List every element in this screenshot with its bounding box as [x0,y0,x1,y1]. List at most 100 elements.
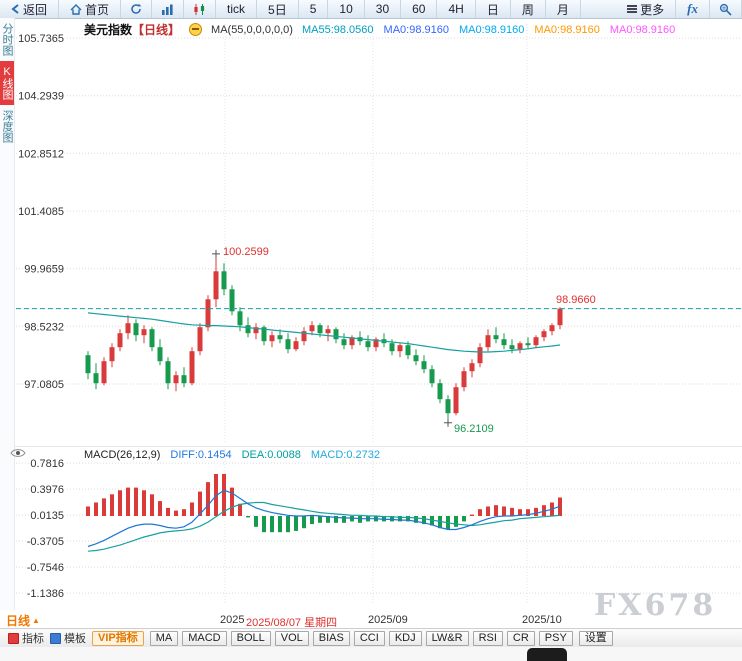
indicator-button-cr[interactable]: CR [506,630,535,646]
indicator-button-lw&r[interactable]: LW&R [425,630,469,646]
y-axis-label: 104.2939 [18,91,64,103]
indicator-button-vol[interactable]: VOL [274,630,309,646]
indicator-button-cci[interactable]: CCI [353,630,385,646]
candle-body [125,323,131,334]
y-axis-label: 97.0805 [24,379,64,391]
top-toolbar: 返回 首页 tick 5日 5 10 30 60 4H 日周月 更多 fx [0,0,742,19]
candle-body [133,323,139,336]
indicator-button-kdj[interactable]: KDJ [388,630,422,646]
period-button-周[interactable]: 周 [511,0,546,18]
candle-body [389,343,395,352]
candle-body [229,289,235,312]
macd-chart-canvas[interactable]: 0.7816 0.3976 0.0135 -0.3705 -0.7546 -1.1386 [0,447,742,610]
indicator-button-bias[interactable]: BIAS [312,630,350,646]
taskbar-peek[interactable] [527,648,567,661]
candle-body [445,399,451,414]
ma-value: MA0:98.9160 [458,23,525,36]
candle-chart-button[interactable] [184,0,217,18]
period-button-日[interactable]: 日 [476,0,511,18]
candle-body [517,343,523,350]
bar-chart-icon [162,4,173,15]
candle-body [141,329,147,336]
period-button-tick[interactable]: tick [216,0,258,18]
indicator-button-psy[interactable]: PSY [538,630,573,646]
candle-body [493,335,499,340]
macd-histogram-bar [526,509,530,516]
candle-body [557,308,563,326]
dea-line [87,501,561,552]
candle-body [301,331,307,342]
candle-chart-icon [194,3,205,15]
macd-histogram-bar [510,507,514,516]
more-button[interactable]: 更多 [616,0,677,18]
candle-body [333,329,339,340]
macd-histogram-bar [326,516,330,523]
candle-body [93,373,99,384]
indicator-button-ma[interactable]: MA [149,630,179,646]
left-tab-深度图[interactable]: 深度图 [1,110,13,143]
macd-histogram-bar [286,516,290,533]
period-button-月[interactable]: 月 [546,0,581,18]
candle-body [109,347,115,362]
ma-value: MA0:98.9160 [534,23,600,36]
period-badge-dropdown[interactable]: 日线 ▲ [6,612,40,629]
templates-label: 模板 [64,633,86,645]
zoom-search-button[interactable] [710,0,742,18]
candle-body [429,369,435,384]
chevron-up-icon: ▲ [32,616,40,625]
macd-value: DEA:0.0088 [241,449,301,461]
period-tag: 【日线】 [132,23,181,37]
vip-indicators-tab[interactable]: VIP指标 [92,630,144,646]
settings-button[interactable]: 设置 [578,630,613,646]
macd-values: DIFF:0.1454 DEA:0.0088 MACD:0.2732 [170,449,380,461]
indicators-tab[interactable]: 指标 [8,630,44,646]
candle-body [421,361,427,370]
symbol-name: 美元指数 [84,23,133,37]
home-label: 首页 [85,2,110,17]
macd-histogram-bar [486,506,490,516]
indicator-button-boll[interactable]: BOLL [230,630,271,646]
macd-histogram-bar [494,505,498,516]
period-button-10[interactable]: 10 [328,0,365,18]
period-button-5日[interactable]: 5日 [257,0,299,18]
period-button-5[interactable]: 5 [299,0,329,18]
left-tab-分时图[interactable]: 分时图 [1,23,13,56]
eye-icon[interactable] [10,447,26,459]
candle-body [325,329,331,334]
templates-tab[interactable]: 模板 [50,630,86,646]
indicator-button-macd[interactable]: MACD [182,630,227,646]
watermark: FX678 [594,588,717,623]
candle-body [101,361,107,384]
price-chart-canvas[interactable]: 105.7365 104.2939 102.8512 101.4085 99.9659 9… [0,18,742,447]
fx-button[interactable]: fx [676,0,710,18]
back-button[interactable]: 返回 [0,0,60,18]
period-button-30[interactable]: 30 [365,0,402,18]
bar-chart-button[interactable] [152,0,185,18]
macd-histogram-bar [470,514,474,516]
y-axis-label: 98.5232 [24,321,64,333]
macd-histogram-bar [94,502,98,516]
macd-histogram-bar [390,516,394,522]
macd-histogram-bar [142,490,146,516]
x-axis: 2025 2025/08/07 星期四 2025/09 2025/10 [0,610,742,629]
home-button[interactable]: 首页 [59,0,122,18]
period-button-4H[interactable]: 4H [437,0,476,18]
candle-body [213,271,219,300]
refresh-button[interactable] [121,0,153,18]
macd-histogram-bar [150,494,154,516]
left-tab-K线图[interactable]: K线图 [0,61,14,105]
ma55-line [87,312,561,353]
low-marker [444,418,452,427]
candle-body [469,363,475,372]
period-button-60[interactable]: 60 [401,0,438,18]
macd-histogram-bar [230,487,234,516]
candle-body [413,355,419,362]
collapse-panel-icon[interactable] [189,23,203,36]
refresh-icon [131,3,142,14]
indicator-button-rsi[interactable]: RSI [472,630,503,646]
macd-histogram-bar [406,516,410,522]
candle-body [277,335,283,340]
candle-body [181,375,187,384]
y-axis-label: 99.9659 [24,264,64,276]
